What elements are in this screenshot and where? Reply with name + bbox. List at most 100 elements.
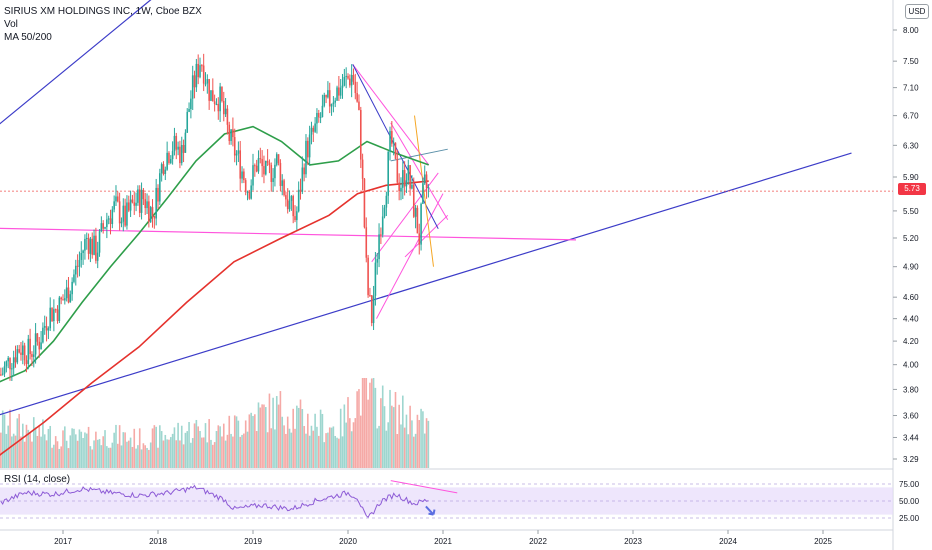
candle-body <box>36 333 39 342</box>
volume-bar <box>93 440 95 468</box>
volume-bar <box>173 427 176 468</box>
volume-bar <box>308 435 311 468</box>
price-tick-label: 4.90 <box>903 263 919 272</box>
ma-legend: MA 50/200 <box>4 32 52 43</box>
candle-body <box>296 211 298 221</box>
volume-bar <box>230 433 232 468</box>
volume-bar <box>250 412 252 468</box>
candle-body <box>95 235 97 261</box>
candle-body <box>129 199 132 211</box>
candle-body <box>91 238 94 255</box>
volume-bar <box>120 445 123 468</box>
volume-bar <box>369 382 371 468</box>
price-tick-label: 3.29 <box>903 455 919 464</box>
volume-bar <box>58 448 61 468</box>
candle-body <box>107 218 110 220</box>
wedge-line <box>404 214 449 258</box>
rsi-tick-label: 50.00 <box>899 497 920 506</box>
volume-bar <box>261 404 263 468</box>
candles <box>0 53 430 381</box>
candle-body <box>184 132 187 153</box>
candle-body <box>197 63 199 78</box>
volume-bar <box>414 433 417 468</box>
volume-bar <box>98 439 101 468</box>
rsi-tick-label: 75.00 <box>899 480 920 489</box>
candle-body <box>396 158 399 183</box>
candle-body <box>204 83 207 85</box>
candle-body <box>423 174 426 184</box>
volume-bar <box>244 420 247 468</box>
candle-body <box>400 187 402 192</box>
candle-body <box>305 140 307 175</box>
candle-body <box>274 164 276 179</box>
volume-bar <box>254 414 256 468</box>
volume-bar <box>184 432 187 468</box>
volume-bar <box>188 422 190 468</box>
volume-bar <box>316 426 318 468</box>
volume-bar <box>148 449 150 468</box>
candle-body <box>151 207 154 216</box>
candle-body <box>330 104 333 107</box>
volume-bar <box>166 439 168 468</box>
candle-body <box>104 227 106 229</box>
volume-bar <box>69 435 72 468</box>
candle-body <box>268 162 271 166</box>
candle-body <box>23 345 26 361</box>
volume-bar <box>169 437 172 468</box>
candle-body <box>365 227 368 258</box>
volume-bar <box>11 436 13 468</box>
candle-body <box>18 349 20 353</box>
candle-body <box>115 196 117 202</box>
candle-body <box>20 352 22 355</box>
candle-body <box>244 180 247 192</box>
volume-bar <box>272 397 274 468</box>
candle-body <box>169 159 172 163</box>
candle-body <box>319 117 322 119</box>
candle-body <box>257 158 260 172</box>
candle-body <box>29 338 31 355</box>
volume-bar <box>80 431 83 468</box>
price-tick-label: 4.00 <box>903 361 919 370</box>
volume-bar <box>405 414 408 468</box>
volume-bar <box>29 432 31 468</box>
candle-body <box>391 131 393 144</box>
candle-body <box>232 129 234 138</box>
candle-body <box>195 63 198 88</box>
volume-bar <box>241 434 243 468</box>
candle-body <box>71 281 73 295</box>
volume-bar <box>235 416 238 468</box>
volume-bar <box>305 433 307 468</box>
volume-bar <box>396 433 399 468</box>
volume-bar <box>27 429 30 468</box>
candle-body <box>376 259 379 263</box>
volume-bar <box>372 378 375 468</box>
candle-body <box>217 103 220 112</box>
candle-body <box>370 295 373 324</box>
candle-body <box>60 297 62 300</box>
price-tick-label: 4.20 <box>903 337 919 346</box>
volume-bar <box>12 433 15 468</box>
time-tick-label: 2024 <box>719 537 737 546</box>
volume-bar <box>416 414 419 468</box>
currency-button[interactable]: USD <box>905 4 929 19</box>
candle-body <box>252 165 254 186</box>
volume-bar <box>307 413 309 468</box>
volume-bar <box>232 436 234 468</box>
volume-bar <box>341 436 344 468</box>
wedge-line <box>390 122 449 221</box>
candle-body <box>120 221 123 224</box>
candle-body <box>349 78 351 86</box>
volume-bar <box>179 440 181 468</box>
candle-body <box>418 233 421 245</box>
volume-bar <box>389 389 391 468</box>
candle-body <box>137 189 139 203</box>
candle-body <box>321 105 324 118</box>
volume-bar <box>171 433 174 468</box>
candle-body <box>283 180 285 196</box>
candle-body <box>74 265 77 275</box>
candle-body <box>297 189 300 212</box>
volume-bar <box>131 446 134 468</box>
volume-bar <box>312 430 315 468</box>
volume-bar <box>146 447 148 468</box>
